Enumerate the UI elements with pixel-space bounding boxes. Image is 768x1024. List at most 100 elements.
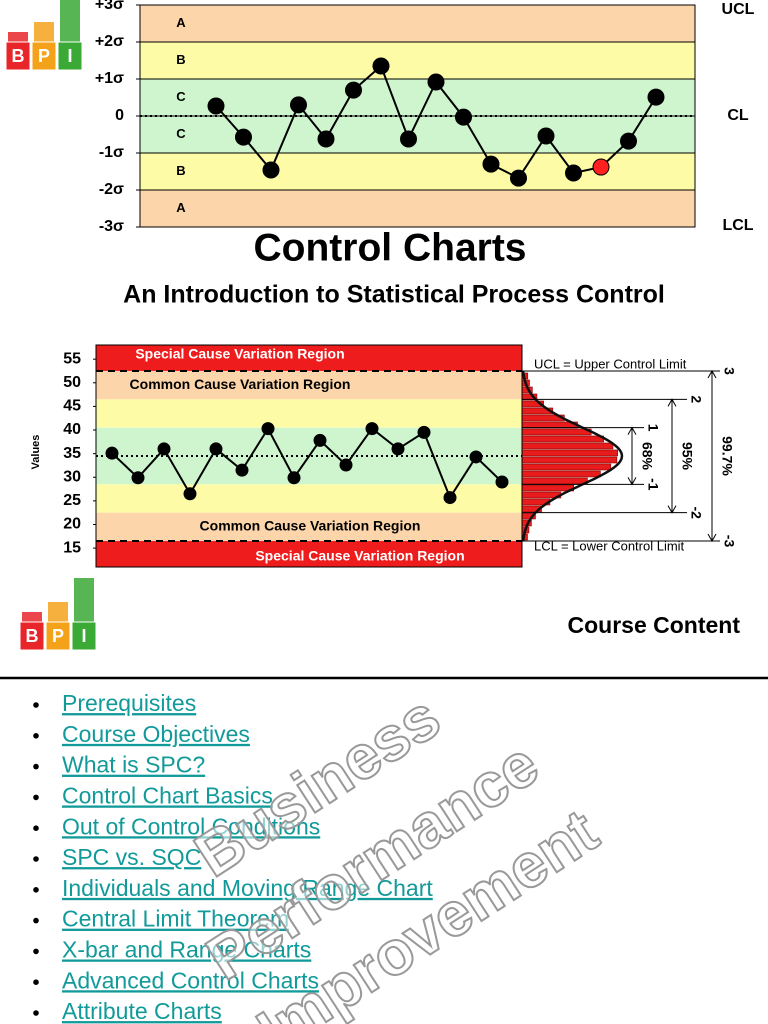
region-band <box>96 345 522 371</box>
sigma-label: 2 <box>688 395 704 403</box>
data-point <box>427 73 445 91</box>
bullet <box>33 825 39 831</box>
bullet <box>33 948 39 955</box>
zone-band <box>139 41 696 80</box>
sigma-label: -2 <box>688 506 704 519</box>
zone-label: B <box>176 52 185 67</box>
bullet <box>33 979 39 985</box>
data-point <box>317 130 335 148</box>
course-link[interactable]: X-bar and Range Charts <box>62 936 311 962</box>
data-point <box>339 458 353 472</box>
logo-bar <box>22 612 42 624</box>
sigma-label: -3 <box>721 535 737 548</box>
data-point <box>261 422 275 436</box>
data-point <box>105 446 119 460</box>
bullet <box>33 856 39 862</box>
limit-label: UCL = Upper Control Limit <box>534 356 687 371</box>
logo-bar <box>34 22 54 44</box>
data-point <box>235 128 252 146</box>
course-link[interactable]: What is SPC? <box>62 752 205 778</box>
logo-box <box>45 621 71 651</box>
data-point <box>235 463 249 477</box>
logo-box <box>19 621 45 651</box>
zone-band <box>139 152 696 191</box>
histogram-decoration <box>521 435 604 443</box>
course-link[interactable]: SPC vs. SQC <box>62 844 201 870</box>
data-point <box>209 442 223 456</box>
course-link[interactable]: Advanced Control Charts <box>62 967 319 993</box>
region-label: Common Cause Variation Region <box>130 376 351 392</box>
region-band <box>96 541 522 567</box>
histogram-decoration <box>521 463 612 471</box>
histogram-decoration <box>521 456 618 464</box>
y-tick-label: 30 <box>63 468 81 485</box>
y-tick-label: +1σ <box>95 70 124 87</box>
data-point <box>131 471 145 485</box>
data-point <box>647 88 665 106</box>
course-link[interactable]: Individuals and Moving Range Chart <box>62 875 433 901</box>
data-point <box>345 81 362 99</box>
data-point <box>157 442 171 456</box>
zone-label: C <box>176 89 186 104</box>
data-point <box>207 97 225 115</box>
y-tick-label: 55 <box>63 350 81 367</box>
course-link[interactable]: Control Chart Basics <box>62 782 273 808</box>
course-link[interactable]: Prerequisites <box>62 690 196 716</box>
data-point <box>443 491 457 505</box>
zone-band <box>139 189 696 228</box>
logo-letter: B <box>12 46 25 66</box>
sigma-label: -1 <box>645 478 661 491</box>
logo-letter: I <box>81 626 86 646</box>
course-link[interactable]: Course Objectives <box>62 721 250 747</box>
histogram-decoration <box>521 470 601 478</box>
arrowhead <box>667 398 677 514</box>
data-point <box>287 471 301 485</box>
course-link[interactable]: Out of Control Conditions <box>62 813 320 839</box>
course-link[interactable]: Attribute Charts <box>62 998 222 1024</box>
limit-label: LCL = Lower Control Limit <box>534 538 685 553</box>
y-tick-label: 35 <box>63 445 81 462</box>
y-tick-label: +2σ <box>95 33 124 50</box>
histogram-decoration <box>521 449 618 457</box>
title: Control Charts <box>254 226 527 269</box>
data-point <box>290 96 307 114</box>
limit-label: LCL <box>722 217 753 234</box>
y-tick-label: 25 <box>63 492 81 509</box>
zone-label: A <box>176 15 186 30</box>
logo-bar <box>74 578 94 624</box>
zone-label: B <box>176 163 185 178</box>
logo-letter: P <box>52 626 64 646</box>
limit-label: CL <box>727 107 749 124</box>
data-point <box>417 425 431 439</box>
arrowhead <box>627 426 637 486</box>
subtitle: An Introduction to Statistical Process C… <box>123 281 665 309</box>
logo-box <box>57 41 83 71</box>
data-point <box>620 132 637 150</box>
histogram-decoration <box>521 484 575 492</box>
logo-bar <box>48 602 68 624</box>
course-link[interactable]: Central Limit Theorem <box>62 906 289 932</box>
data-point <box>455 108 472 126</box>
y-tick-label: 50 <box>63 374 81 391</box>
bullet <box>33 763 39 770</box>
region-label: Common Cause Variation Region <box>200 518 421 534</box>
data-point <box>495 475 509 489</box>
y-tick-label: 0 <box>115 107 124 124</box>
coverage-label: 95% <box>679 442 695 471</box>
data-point <box>391 442 405 456</box>
data-point <box>469 450 483 464</box>
bullet <box>33 917 39 924</box>
arrowhead <box>707 369 717 543</box>
y-axis-label: Values <box>30 435 42 470</box>
logo-bar <box>60 0 80 44</box>
section-heading: Course Content <box>568 612 741 638</box>
zone-band <box>139 4 696 43</box>
zone-label: C <box>176 126 186 141</box>
y-tick-label: 15 <box>63 539 81 556</box>
zone-band <box>139 78 696 117</box>
logo-box <box>31 41 57 71</box>
data-line <box>111 426 503 500</box>
histogram-decoration <box>521 442 614 450</box>
